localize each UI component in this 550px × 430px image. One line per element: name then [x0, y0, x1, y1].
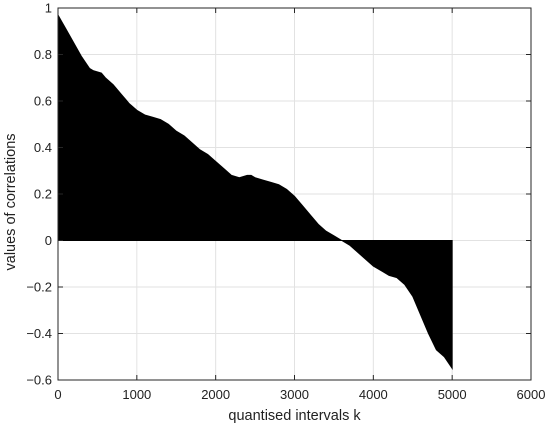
correlation-area — [57, 13, 453, 371]
y-axis-label: values of correlations — [3, 133, 19, 270]
x-tick-label: 5000 — [438, 387, 467, 402]
x-axis-label: quantised intervals k — [228, 408, 361, 424]
y-tick-label: 0.6 — [34, 94, 52, 109]
y-tick-label: −0.4 — [26, 326, 52, 341]
axis-ticks — [57, 7, 532, 381]
x-tick-label: 2000 — [201, 387, 230, 402]
x-tick-label: 4000 — [359, 387, 388, 402]
x-tick-label: 6000 — [517, 387, 546, 402]
y-tick-label: 0 — [45, 233, 52, 248]
y-tick-label: 1 — [45, 1, 52, 16]
y-tick-label: −0.2 — [26, 280, 52, 295]
y-tick-label: 0.8 — [34, 47, 52, 62]
x-tick-label: 1000 — [122, 387, 151, 402]
y-tick-label: 0.4 — [34, 140, 52, 155]
x-tick-label: 3000 — [280, 387, 309, 402]
y-tick-label: −0.6 — [26, 373, 52, 388]
x-tick-label: 0 — [54, 387, 61, 402]
y-tick-labels: 1 0.8 0.6 0.4 0.2 0 −0.2 −0.4 −0.6 — [26, 1, 52, 388]
x-tick-labels: 0 1000 2000 3000 4000 5000 6000 — [54, 387, 545, 402]
y-tick-label: 0.2 — [34, 187, 52, 202]
